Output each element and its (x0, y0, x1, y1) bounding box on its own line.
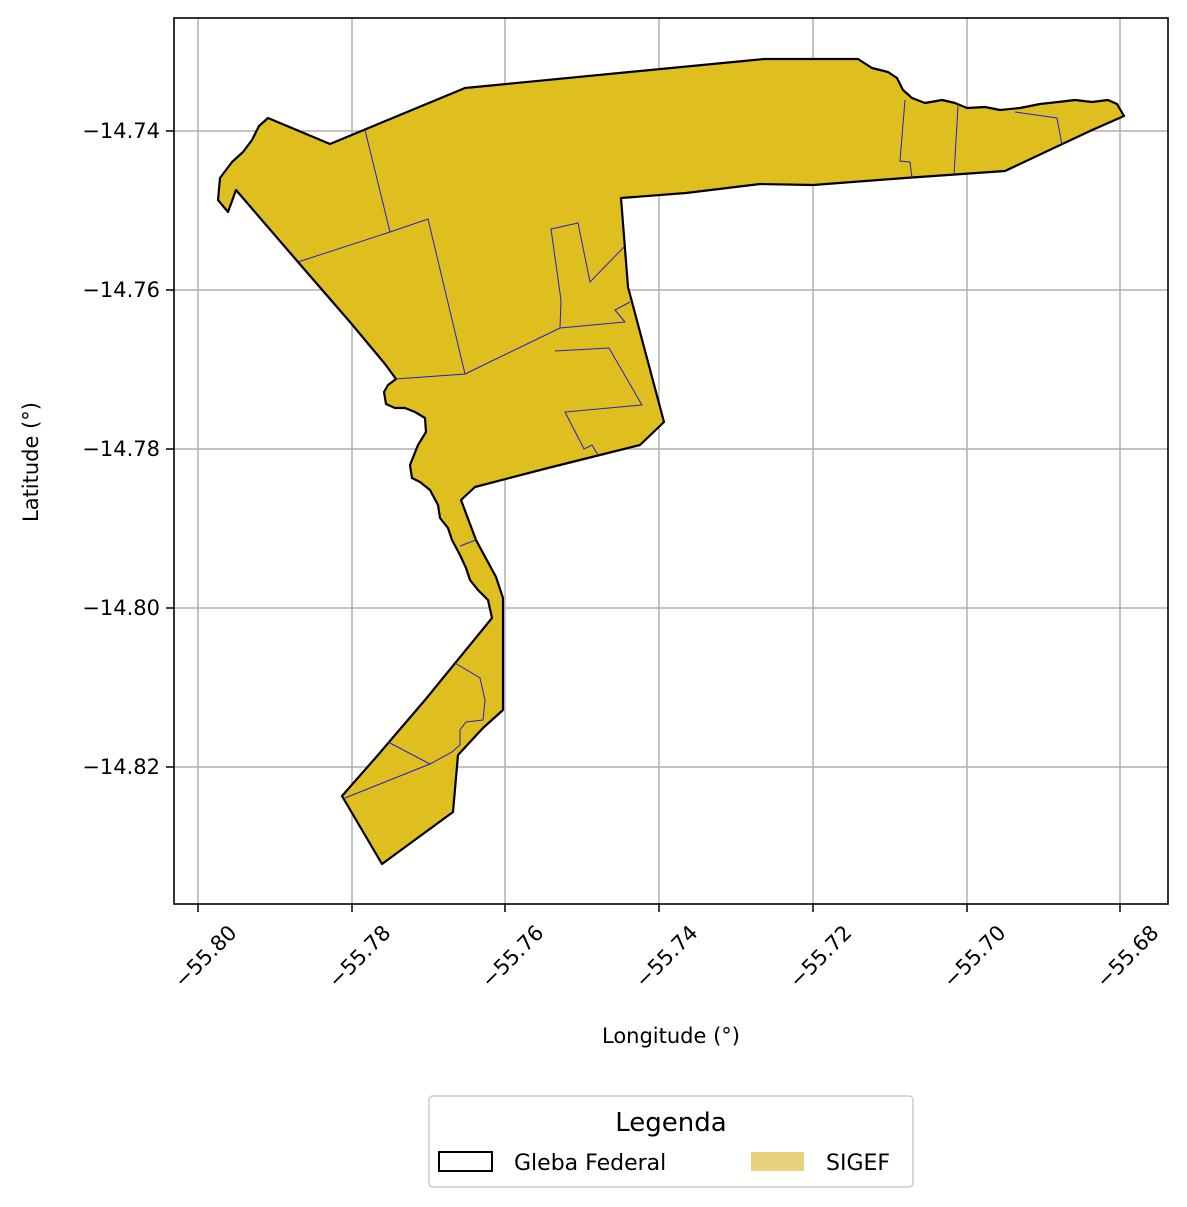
legend-swatch-sigef (751, 1152, 804, 1171)
parcel-line (953, 105, 959, 176)
legend-title: Legenda (615, 1108, 726, 1138)
parcel-line (344, 763, 431, 799)
y-tick-label: −14.74 (82, 119, 160, 143)
y-tick-marks (166, 130, 174, 768)
y-tick-label: −14.76 (82, 278, 160, 302)
plot-frame (173, 17, 1169, 905)
y-axis-label: Latitude (°) (19, 402, 43, 522)
parcel-line (459, 539, 477, 547)
x-axis-label: Longitude (°) (602, 1024, 740, 1048)
x-tick-marks (197, 904, 1121, 912)
legend-label-gleba: Gleba Federal (514, 1151, 666, 1176)
parcel-line (387, 662, 486, 765)
parcel-line (899, 99, 913, 179)
parcel-line (389, 218, 466, 380)
legend-label-sigef: SIGEF (826, 1151, 890, 1176)
parcel-boundaries (297, 99, 1063, 799)
y-tick-label: −14.80 (82, 596, 160, 620)
parcel-line (559, 301, 631, 329)
gleba-federal-polygon (216, 57, 1126, 866)
parcel-line (1014, 111, 1063, 146)
y-tick-label: −14.78 (82, 437, 160, 461)
legend-swatch-gleba (438, 1151, 493, 1172)
y-tick-label: −14.82 (82, 755, 160, 779)
parcel-line (554, 347, 643, 456)
legend: Legenda Gleba Federal SIGEF (428, 1095, 914, 1188)
